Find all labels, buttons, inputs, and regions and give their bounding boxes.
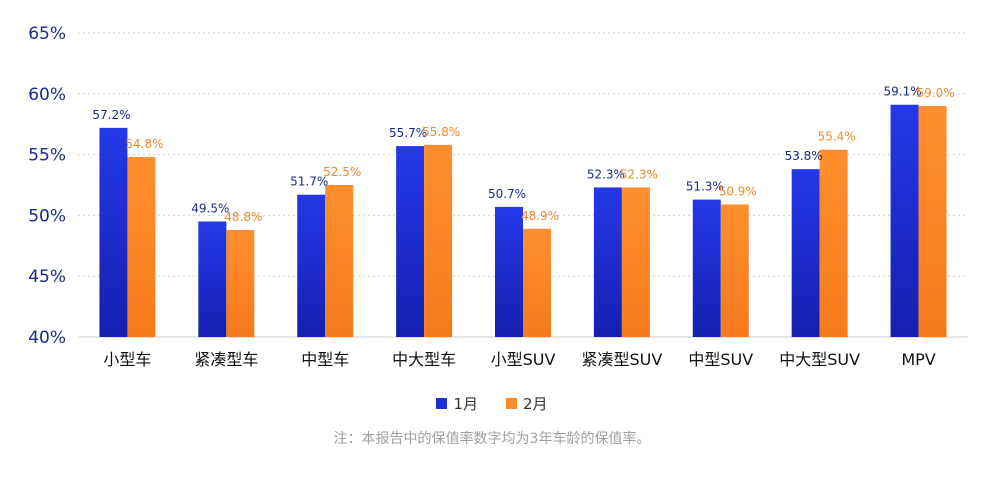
bar-series2 xyxy=(720,204,749,337)
y-tick-label: 55% xyxy=(28,146,66,166)
data-label-series1: 51.3% xyxy=(686,180,724,194)
bar-series1 xyxy=(198,221,227,337)
x-tick-label: MPV xyxy=(901,350,935,369)
bar-series2 xyxy=(621,187,650,337)
data-label-series2: 48.9% xyxy=(521,209,559,223)
data-label-series2: 54.8% xyxy=(125,137,163,151)
x-tick-label: 小型SUV xyxy=(491,350,556,369)
data-label-series2: 55.8% xyxy=(422,125,460,139)
x-tick-label: 小型车 xyxy=(103,350,151,369)
bar-series1 xyxy=(495,206,523,337)
legend-label-series2: 2月 xyxy=(523,395,548,413)
x-tick-label: 紧凑型车 xyxy=(194,350,258,369)
legend-swatch-series2 xyxy=(506,398,517,409)
bar-series2 xyxy=(424,144,453,337)
bar-series1 xyxy=(99,127,128,338)
data-label-series2: 55.4% xyxy=(818,130,856,144)
x-tick-label: 中大型车 xyxy=(392,350,456,369)
chart-svg: 40% 45% 50% 55% 60% 65% 57.2% 54.8% 小型车 49.5%48.8… xyxy=(28,24,968,369)
bar-series1 xyxy=(692,199,721,337)
data-label-series1: 57.2% xyxy=(92,108,130,122)
data-label-series1: 49.5% xyxy=(191,201,229,215)
y-tick-label: 65% xyxy=(28,24,66,44)
legend: 1月 2月 xyxy=(0,393,984,414)
x-tick-label: 中大型SUV xyxy=(779,350,860,369)
x-tick-label: 中型SUV xyxy=(688,350,753,369)
legend-item-series1: 1月 xyxy=(436,393,478,414)
bar-chart: 40% 45% 50% 55% 60% 65% 57.2% 54.8% 小型车 49.5% 48.8… xyxy=(28,24,968,369)
bar-series1 xyxy=(593,187,622,337)
bar-series1 xyxy=(890,104,919,337)
data-label-series1: 55.7% xyxy=(389,126,427,140)
data-label-series1: 53.8% xyxy=(785,149,823,163)
data-label-series2: 48.8% xyxy=(224,210,262,224)
y-tick-label: 40% xyxy=(28,328,66,348)
legend-label-series1: 1月 xyxy=(453,395,478,413)
bar-series2 xyxy=(325,185,354,337)
y-tick-label: 45% xyxy=(28,267,66,287)
bar-series1 xyxy=(791,169,820,337)
data-label-series2: 52.3% xyxy=(620,167,658,181)
data-label-series1: 59.1% xyxy=(883,85,921,99)
data-label-series1: 51.7% xyxy=(290,175,328,189)
data-label-series1: 50.7% xyxy=(488,187,526,201)
data-label-series2: 59.0% xyxy=(916,86,954,100)
bar-series2 xyxy=(523,228,551,337)
legend-item-series2: 2月 xyxy=(506,393,548,414)
x-tick-label: 中型车 xyxy=(301,350,349,369)
data-label-series2: 52.5% xyxy=(323,165,361,179)
y-tick-label: 60% xyxy=(28,85,66,105)
bar-series2 xyxy=(918,105,947,338)
bar-series1 xyxy=(297,194,326,337)
legend-swatch-series1 xyxy=(436,398,448,409)
footnote: 注：本报告中的保值率数字均为3年车龄的保值率。 xyxy=(333,431,651,447)
data-label-series1: 52.3% xyxy=(587,167,625,181)
bar-series1 xyxy=(396,146,425,337)
y-tick-label: 50% xyxy=(28,206,66,226)
bar-series2 xyxy=(226,229,255,337)
bar-series2 xyxy=(127,157,156,337)
x-tick-label: 紧凑型SUV xyxy=(581,350,662,369)
bar-series2 xyxy=(819,149,848,337)
data-label-series2: 50.9% xyxy=(719,184,757,198)
